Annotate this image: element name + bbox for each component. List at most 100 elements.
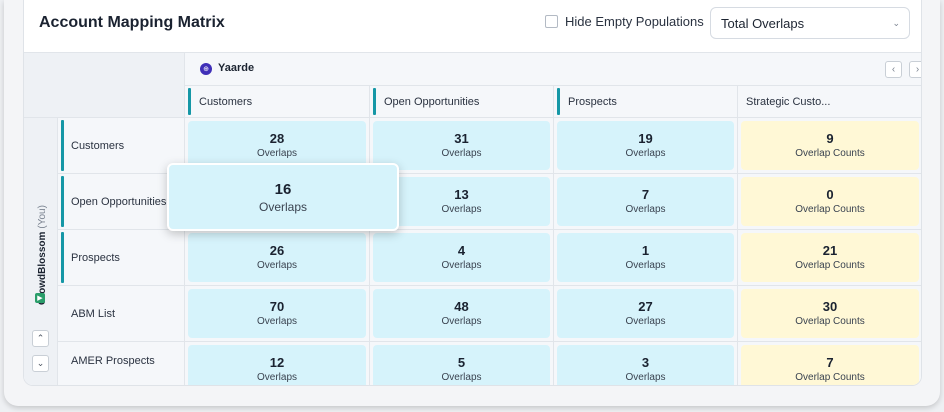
- you-sidebar: CrowdBlossom (You) ▶ ⌃ ⌄: [24, 118, 58, 385]
- account-mapping-card: Account Mapping Matrix Hide Empty Popula…: [23, 0, 922, 386]
- cell-value: 30: [822, 299, 838, 314]
- column-label: Prospects: [568, 95, 617, 108]
- row-label: Open Opportunities: [71, 195, 167, 208]
- matrix-cell[interactable]: 26 Overlaps: [185, 230, 370, 286]
- matrix-cell[interactable]: 12 Overlaps: [185, 342, 370, 385]
- matrix-cell[interactable]: 30 Overlap Counts: [738, 286, 921, 342]
- partner-name: Yaarde: [218, 62, 255, 74]
- metric-select-value: Total Overlaps: [721, 15, 805, 31]
- cell-value: 48: [454, 299, 469, 314]
- prev-columns-button[interactable]: ‹: [885, 61, 902, 78]
- cell-value: 13: [454, 187, 469, 202]
- column-label: Open Opportunities: [384, 95, 480, 108]
- cell-value: 21: [822, 243, 838, 258]
- column-header-strategic-customers[interactable]: Strategic Custo...: [738, 86, 921, 118]
- cell-unit: Overlaps: [625, 316, 666, 327]
- column-accent-bar: [373, 88, 376, 115]
- you-suffix: (You): [36, 205, 48, 229]
- row-label: Customers: [71, 139, 125, 152]
- cell-value: 31: [454, 131, 469, 146]
- hide-empty-toggle[interactable]: Hide Empty Populations: [545, 14, 704, 29]
- matrix-cell[interactable]: 3 Overlaps: [554, 342, 738, 385]
- matrix-cell[interactable]: 7 Overlaps: [554, 174, 738, 230]
- row-accent-bar: [61, 176, 64, 227]
- metric-select[interactable]: Total Overlaps ⌄: [710, 7, 910, 39]
- scroll-up-button[interactable]: ⌃: [32, 330, 49, 347]
- page-title: Account Mapping Matrix: [39, 14, 225, 31]
- matrix-corner: [24, 53, 185, 118]
- cell-unit: Overlaps: [441, 372, 482, 383]
- cell-value: 3: [641, 355, 650, 370]
- matrix-cell[interactable]: 70 Overlaps: [185, 286, 370, 342]
- cell-unit: Overlaps: [625, 260, 666, 271]
- scroll-down-button[interactable]: ⌄: [32, 355, 49, 372]
- cell-unit: Overlaps: [625, 372, 666, 383]
- cell-value: 1: [641, 243, 650, 258]
- cell-unit: Overlap Counts: [795, 316, 865, 327]
- row-label: ABM List: [71, 307, 116, 320]
- cell-unit: Overlaps: [256, 148, 297, 159]
- cell-unit: Overlaps: [441, 316, 482, 327]
- cell-value: 27: [638, 299, 653, 314]
- row-header-amer-prospects[interactable]: AMER Prospects: [58, 342, 185, 385]
- cell-unit: Overlaps: [625, 148, 666, 159]
- matrix-cell[interactable]: 5 Overlaps: [370, 342, 554, 385]
- cell-value: 0: [826, 187, 834, 202]
- cell-unit: Overlaps: [441, 260, 482, 271]
- cell-unit: Overlap Counts: [795, 260, 865, 271]
- row-header-customers[interactable]: Customers: [58, 118, 185, 174]
- row-accent-bar: [61, 120, 64, 171]
- cell-value: 70: [269, 299, 285, 314]
- matrix-cell[interactable]: 27 Overlaps: [554, 286, 738, 342]
- cell-unit: Overlap Counts: [795, 148, 865, 159]
- cell-value: 26: [269, 243, 285, 258]
- cell-value: 19: [638, 131, 653, 146]
- matrix-grid: ⊕ Yaarde ‹ › Customers Open Opportunitie…: [24, 52, 921, 385]
- cell-unit: Overlaps: [441, 204, 482, 215]
- row-label: AMER Prospects: [71, 355, 155, 367]
- row-header-open-opportunities[interactable]: Open Opportunities: [58, 174, 185, 230]
- cell-unit: Overlap Counts: [795, 372, 865, 383]
- hovered-matrix-cell[interactable]: 16 Overlaps: [167, 163, 399, 231]
- hover-cell-unit: Overlaps: [258, 199, 308, 214]
- matrix-cell[interactable]: 9 Overlap Counts: [738, 118, 921, 174]
- cell-value: 7: [826, 355, 834, 370]
- matrix-cell[interactable]: 7 Overlap Counts: [738, 342, 921, 385]
- matrix-cell[interactable]: 1 Overlaps: [554, 230, 738, 286]
- chevron-down-icon: ⌄: [892, 18, 900, 28]
- cell-value: 4: [457, 243, 466, 258]
- matrix-cell[interactable]: 31 Overlaps: [370, 118, 554, 174]
- hide-empty-label: Hide Empty Populations: [565, 14, 704, 29]
- matrix-cell[interactable]: 48 Overlaps: [370, 286, 554, 342]
- app-frame: Account Mapping Matrix Hide Empty Popula…: [4, 0, 940, 406]
- column-header-prospects[interactable]: Prospects: [554, 86, 738, 118]
- row-header-prospects[interactable]: Prospects: [58, 230, 185, 286]
- hide-empty-checkbox[interactable]: [545, 15, 558, 28]
- matrix-cell[interactable]: 13 Overlaps: [370, 174, 554, 230]
- cell-value: 7: [641, 187, 650, 202]
- column-accent-bar: [188, 88, 191, 115]
- cell-unit: Overlap Counts: [795, 204, 865, 215]
- next-columns-button[interactable]: ›: [909, 61, 921, 78]
- column-label: Customers: [199, 95, 253, 108]
- column-header-open-opportunities[interactable]: Open Opportunities: [370, 86, 554, 118]
- row-header-abm-list[interactable]: ABM List: [58, 286, 185, 342]
- cell-unit: Overlaps: [625, 204, 666, 215]
- you-org-logo-icon: ▶: [35, 293, 45, 303]
- column-accent-bar: [557, 88, 560, 115]
- cell-unit: Overlaps: [256, 260, 297, 271]
- matrix-cell[interactable]: 0 Overlap Counts: [738, 174, 921, 230]
- cell-unit: Overlaps: [441, 148, 482, 159]
- cell-unit: Overlaps: [256, 316, 297, 327]
- row-accent-bar: [61, 232, 64, 283]
- matrix-cell[interactable]: 21 Overlap Counts: [738, 230, 921, 286]
- cell-value: 5: [457, 355, 466, 370]
- partner-logo-icon: ⊕: [200, 63, 212, 75]
- matrix-cell[interactable]: 4 Overlaps: [370, 230, 554, 286]
- partner-header: ⊕ Yaarde ‹ ›: [185, 53, 921, 86]
- row-label: Prospects: [71, 251, 120, 264]
- cell-value: 28: [269, 131, 285, 146]
- cell-value: 12: [269, 355, 285, 370]
- matrix-cell[interactable]: 19 Overlaps: [554, 118, 738, 174]
- column-header-customers[interactable]: Customers: [185, 86, 370, 118]
